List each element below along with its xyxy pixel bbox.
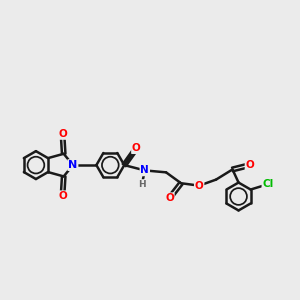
Text: O: O — [165, 193, 174, 203]
Text: O: O — [132, 143, 141, 153]
Text: Cl: Cl — [262, 179, 274, 189]
Text: O: O — [58, 129, 67, 139]
Text: N: N — [68, 160, 77, 170]
Text: O: O — [245, 160, 254, 170]
Text: O: O — [195, 181, 203, 190]
Text: O: O — [58, 191, 67, 201]
Text: N: N — [140, 165, 149, 176]
Text: H: H — [138, 180, 146, 189]
